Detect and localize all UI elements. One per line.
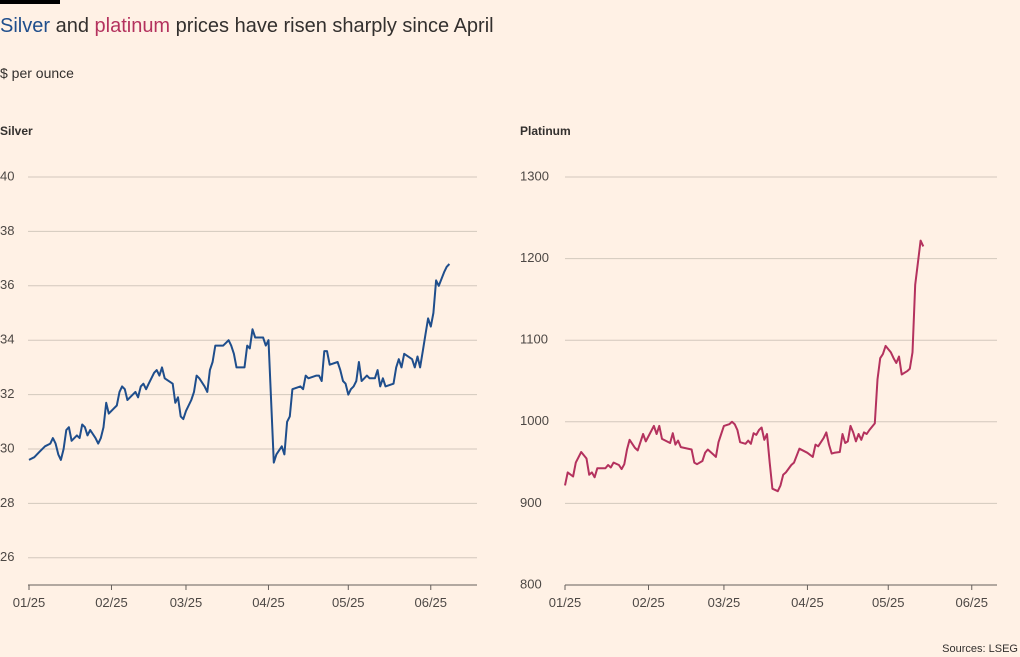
silver-xtick-label-0: 01/25: [13, 595, 46, 610]
chart-subtitle: $ per ounce: [0, 65, 74, 81]
chart-title: Silver and platinum prices have risen sh…: [0, 15, 494, 38]
title-silver: Silver: [0, 15, 51, 37]
title-and: and: [50, 15, 95, 37]
silver-ytick-30: 30: [0, 440, 14, 455]
platinum-xtick-label-3: 04/25: [791, 595, 824, 610]
silver-ytick-34: 34: [0, 332, 14, 347]
silver-xtick-label-1: 02/25: [95, 595, 128, 610]
title-rest: prices have risen sharply since April: [170, 15, 494, 37]
platinum-xtick-label-1: 02/25: [632, 595, 665, 610]
silver-ytick-28: 28: [0, 495, 14, 510]
platinum-xtick-label-4: 05/25: [872, 595, 905, 610]
silver-xtick-label-4: 05/25: [332, 595, 365, 610]
brand-bar: [0, 0, 60, 4]
silver-ytick-40: 40: [0, 168, 14, 183]
silver-panel-label: Silver: [0, 124, 33, 138]
source-note: Sources: LSEG: [942, 643, 1018, 655]
silver-series-line: [28, 263, 451, 464]
platinum-xtick-label-0: 01/25: [549, 595, 582, 610]
platinum-xtick-label-2: 03/25: [708, 595, 741, 610]
platinum-panel-label: Platinum: [520, 124, 571, 138]
platinum-ytick-1000: 1000: [520, 413, 549, 428]
platinum-ytick-1100: 1100: [520, 332, 548, 347]
silver-xtick-label-3: 04/25: [252, 595, 285, 610]
silver-ytick-26: 26: [0, 549, 14, 564]
platinum-xtick-label-5: 06/25: [955, 595, 988, 610]
silver-ytick-38: 38: [0, 223, 14, 238]
silver-ytick-32: 32: [0, 386, 14, 401]
silver-ytick-36: 36: [0, 277, 14, 292]
platinum-ytick-800: 800: [520, 576, 542, 591]
platinum-ytick-900: 900: [520, 495, 542, 510]
silver-xtick-label-5: 06/25: [414, 595, 447, 610]
platinum-ytick-1200: 1200: [520, 250, 549, 265]
platinum-series-line: [564, 239, 925, 493]
title-platinum: platinum: [94, 15, 171, 37]
platinum-ytick-1300: 1300: [520, 168, 549, 183]
silver-xtick-label-2: 03/25: [170, 595, 203, 610]
